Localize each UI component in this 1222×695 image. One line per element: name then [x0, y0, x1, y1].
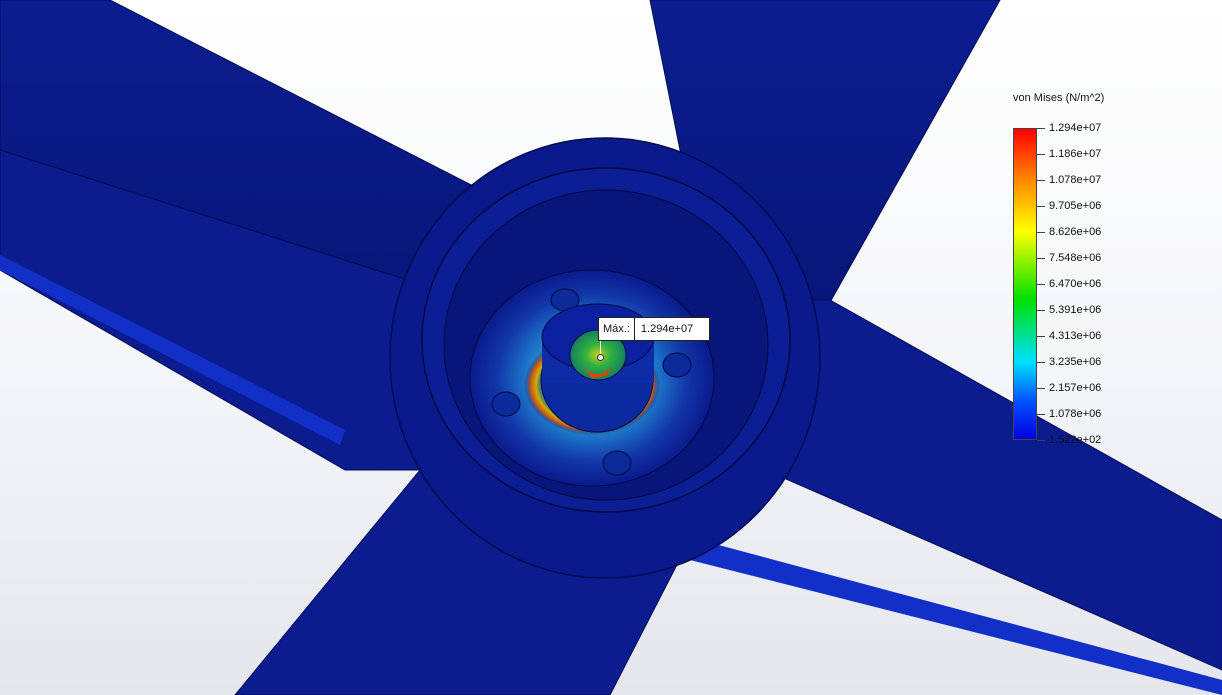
- legend-tick: [1037, 180, 1045, 181]
- arm-left: [0, 149, 471, 471]
- legend-label: 1.522e+02: [1049, 434, 1102, 446]
- bolt-hole-4: [602, 450, 632, 476]
- legend-tick: [1037, 206, 1045, 207]
- legend-color-bar: [1013, 128, 1037, 440]
- legend-tick: [1037, 154, 1045, 155]
- legend-label: 1.186e+07: [1049, 148, 1102, 160]
- legend-label: 1.078e+07: [1049, 174, 1102, 186]
- bolt-hole-2: [662, 352, 692, 378]
- arm-left-edge: [0, 255, 345, 445]
- probe-label: Máx.:: [598, 317, 634, 341]
- legend-label: 6.470e+06: [1049, 278, 1102, 290]
- legend-label: 5.391e+06: [1049, 304, 1102, 316]
- legend-tick: [1037, 362, 1045, 363]
- max-stress-spot: [585, 366, 612, 378]
- legend-label: 2.157e+06: [1049, 382, 1102, 394]
- legend-tick: [1037, 232, 1045, 233]
- stress-legend: von Mises (N/m^2) 1.294e+07 1.186e+07 1.07…: [1010, 92, 1210, 452]
- legend-label: 4.313e+06: [1049, 330, 1102, 342]
- legend-tick: [1037, 388, 1045, 389]
- legend-label: 1.294e+07: [1049, 122, 1102, 134]
- bolt-hole-3: [491, 391, 521, 417]
- legend-tick: [1037, 440, 1045, 441]
- legend-tick: [1037, 284, 1045, 285]
- probe-value: 1.294e+07: [633, 317, 710, 341]
- legend-tick: [1037, 258, 1045, 259]
- probe-leader-line: [600, 341, 601, 357]
- legend-label: 7.548e+06: [1049, 252, 1102, 264]
- legend-label: 8.626e+06: [1049, 226, 1102, 238]
- legend-label: 3.235e+06: [1049, 356, 1102, 368]
- legend-tick: [1037, 310, 1045, 311]
- legend-label: 9.705e+06: [1049, 200, 1102, 212]
- max-probe-tooltip[interactable]: Máx.: 1.294e+07: [598, 317, 710, 341]
- legend-tick: [1037, 414, 1045, 415]
- arm-right-edge: [690, 540, 1222, 695]
- legend-label: 1.078e+06: [1049, 408, 1102, 420]
- legend-tick: [1037, 128, 1045, 129]
- legend-title: von Mises (N/m^2): [1013, 92, 1105, 104]
- probe-marker: [597, 354, 604, 361]
- legend-tick: [1037, 336, 1045, 337]
